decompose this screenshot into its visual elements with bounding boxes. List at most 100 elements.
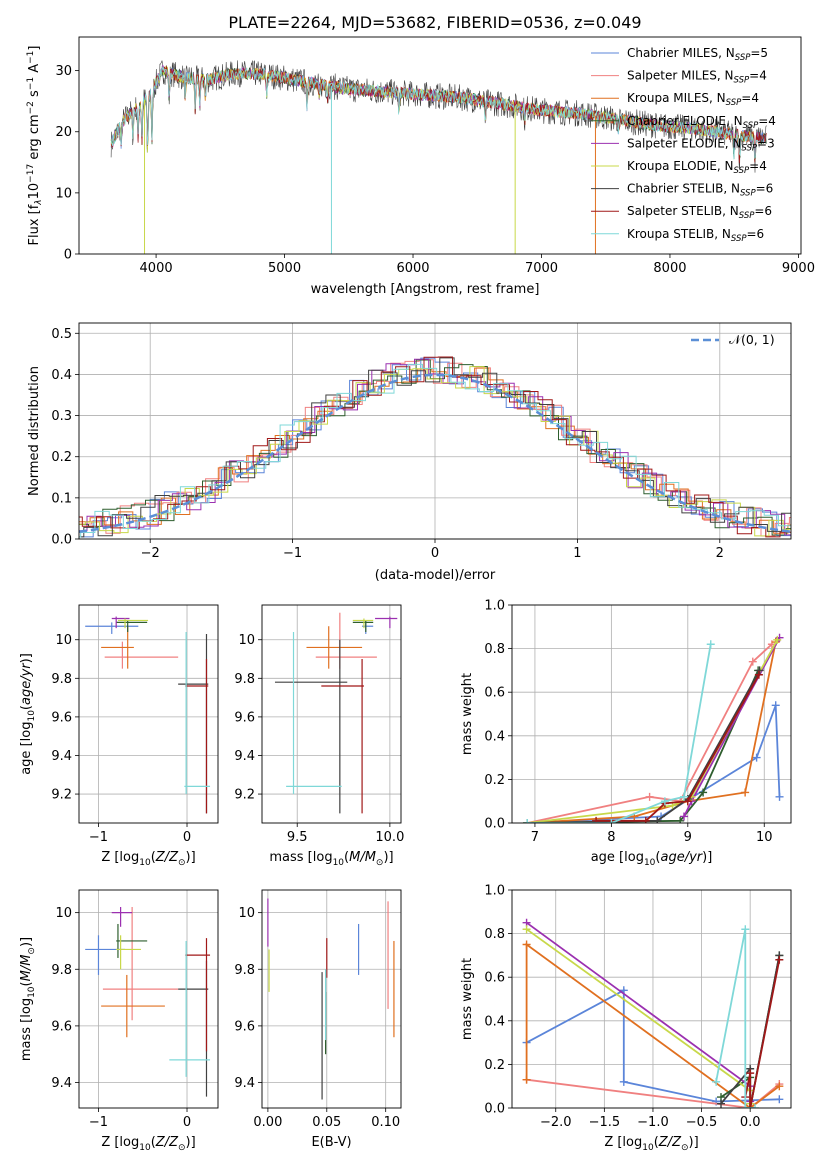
weight-marker bbox=[748, 657, 757, 666]
x-axis-label: Z [log10(Z/Z⊙)] bbox=[604, 1135, 698, 1153]
x-axis-label: age [log10(age/yr)] bbox=[591, 850, 713, 868]
label-part: )] bbox=[702, 850, 712, 865]
x-tick-label: 8 bbox=[607, 830, 615, 845]
x-tick-label: 10 bbox=[756, 830, 773, 845]
axes-frame bbox=[261, 889, 402, 1109]
weight-marker bbox=[775, 955, 784, 964]
legend-entry: Kroupa STELIB, NSSP=6 bbox=[627, 227, 764, 244]
label-part: ( bbox=[655, 850, 660, 865]
grid bbox=[512, 604, 791, 824]
weight-marker bbox=[706, 640, 715, 649]
label-part: 10 bbox=[642, 1143, 654, 1153]
legend-text: SSP bbox=[739, 211, 755, 221]
legend-text: Salpeter MILES, N bbox=[627, 69, 734, 83]
label-part: )] bbox=[689, 1135, 699, 1150]
label-part: )] bbox=[19, 653, 34, 663]
x-tick-label: −1.0 bbox=[637, 1115, 669, 1130]
label-part: mass [log bbox=[19, 998, 34, 1061]
y-tick-label: 9.4 bbox=[234, 749, 255, 764]
y-tick-label: 9.6 bbox=[234, 710, 255, 725]
x-tick-label: −1 bbox=[89, 830, 108, 845]
label-part: age [log bbox=[591, 850, 644, 865]
plot-area bbox=[85, 906, 211, 1097]
legend-text: =6 bbox=[756, 182, 774, 196]
weight-marker bbox=[752, 753, 761, 762]
axes: 0.00 0.05 0.10 9.4 9.6 9.8 10 E(B-V) bbox=[234, 889, 402, 1150]
x-tick-label: −1.5 bbox=[589, 1115, 621, 1130]
label-part: 10 bbox=[333, 858, 345, 868]
histogram-series bbox=[79, 357, 791, 538]
y-tick-label: 0.4 bbox=[484, 729, 505, 744]
axes-frame bbox=[78, 889, 219, 1109]
histogram-series bbox=[79, 366, 791, 537]
plot-area bbox=[522, 918, 784, 1108]
normal-curve bbox=[79, 373, 791, 534]
weight-marker bbox=[717, 1099, 726, 1108]
weight-marker bbox=[754, 670, 763, 679]
label-part: Normed distribution bbox=[27, 366, 42, 496]
x-axis-label: mass [log10(M/M⊙)] bbox=[269, 850, 393, 868]
y-tick-label: 9.2 bbox=[51, 788, 72, 803]
label-part: 10 bbox=[644, 858, 656, 868]
y-tick-label: 9.8 bbox=[234, 963, 255, 978]
weight-marker bbox=[775, 1095, 784, 1104]
y-tick-label: 0 bbox=[64, 248, 72, 263]
weight-marker bbox=[522, 940, 531, 949]
legend-text: Kroupa ELODIE, N bbox=[627, 159, 734, 173]
legend-text: Kroupa STELIB, N bbox=[627, 227, 731, 241]
x-tick-label: 1 bbox=[573, 546, 581, 561]
legend-text: SSP bbox=[726, 98, 742, 108]
label-part: s bbox=[27, 90, 42, 101]
axes-frame bbox=[511, 604, 792, 824]
grid bbox=[79, 890, 218, 1108]
legend-entry: Salpeter MILES, NSSP=4 bbox=[627, 69, 767, 86]
plot-area bbox=[274, 612, 398, 814]
weight-marker bbox=[775, 1082, 784, 1091]
y-tick-label: 0.4 bbox=[51, 368, 72, 383]
x-tick-label: 2 bbox=[716, 546, 724, 561]
y-axis-label: mass [log10(M/M⊙)] bbox=[19, 937, 37, 1061]
x-tick-label: 0 bbox=[183, 1115, 191, 1130]
y-tick-label: 9.8 bbox=[51, 963, 72, 978]
spectrum-line bbox=[110, 66, 760, 160]
weight-marker bbox=[699, 788, 708, 797]
y-axis-label: Flux [fλ10−17 erg cm−2 s−1 A−1] bbox=[26, 46, 44, 246]
x-axis-label: wavelength [Angstrom, rest frame] bbox=[311, 282, 540, 297]
y-tick-label: 0.1 bbox=[51, 491, 72, 506]
y-axis-label: Normed distribution bbox=[27, 366, 42, 496]
legend-text: Chabrier ELODIE, N bbox=[627, 114, 743, 128]
y-tick-label: 0.8 bbox=[484, 642, 505, 657]
label-part: Z [log bbox=[101, 1135, 139, 1150]
mass-weight-vs-z-panel: −2.0 −1.5 −1.0 −0.5 0.0 0.0 0.2 0.4 0.6 0.8 1.0 Z [… bbox=[460, 884, 792, 1153]
weight-line bbox=[527, 641, 777, 823]
y-tick-label: 9.4 bbox=[51, 749, 72, 764]
y-tick-label: 10 bbox=[55, 186, 72, 201]
y-tick-label: 0.2 bbox=[484, 1058, 505, 1073]
label-part: )] bbox=[383, 850, 393, 865]
legend-text: =4 bbox=[741, 91, 759, 105]
weight-marker bbox=[607, 819, 616, 823]
label-part: )] bbox=[19, 937, 34, 947]
histogram-series bbox=[79, 356, 791, 538]
x-tick-label: 6000 bbox=[396, 261, 429, 276]
label-part: ⊙ bbox=[27, 947, 37, 955]
x-tick-label: 8000 bbox=[653, 261, 686, 276]
y-tick-label: 0.8 bbox=[484, 927, 505, 942]
spectrum-panel: 4000 5000 6000 7000 8000 9000 0 10 20 30 wavelengt… bbox=[26, 36, 815, 297]
residuals-panel: −2 −1 0 1 2 0.0 0.1 0.2 0.3 0.4 0.5 (data-model)/er… bbox=[27, 322, 792, 583]
label-part: Z [log bbox=[604, 1135, 642, 1150]
y-tick-label: 30 bbox=[55, 64, 72, 79]
weight-line bbox=[527, 639, 778, 823]
legend-entry: Chabrier STELIB, NSSP=6 bbox=[627, 182, 773, 199]
label-part: ⊙ bbox=[681, 1143, 689, 1153]
weight-marker bbox=[751, 1104, 760, 1108]
label-part: ( bbox=[344, 850, 349, 865]
label-part: λ bbox=[34, 199, 44, 205]
histogram-series bbox=[79, 363, 791, 538]
weight-line bbox=[527, 669, 761, 823]
label-part: M/M bbox=[349, 850, 376, 865]
